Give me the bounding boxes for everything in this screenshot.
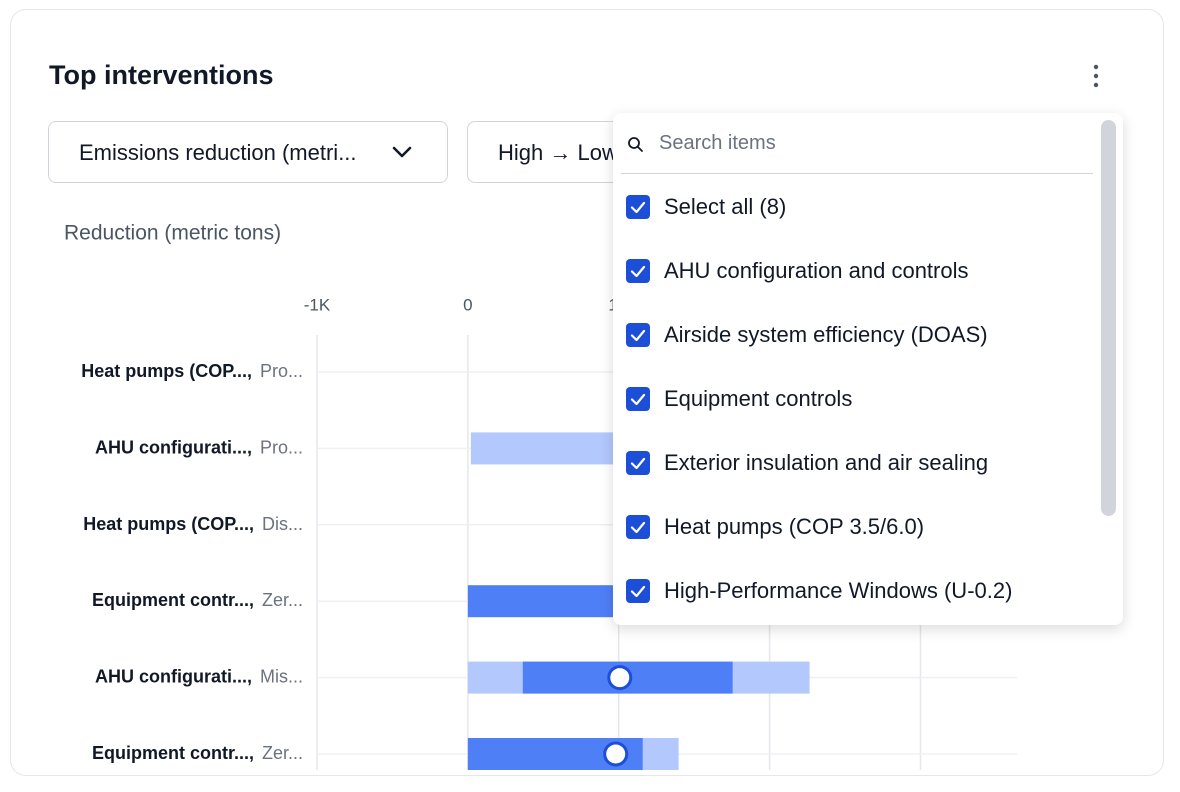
- row-label-name: Equipment contr...,: [92, 590, 254, 610]
- sort-select-label: High → Low: [498, 140, 618, 165]
- x-tick-label: -1K: [304, 295, 331, 314]
- checkbox[interactable]: [626, 451, 650, 475]
- checkbox-label: Heat pumps (COP 3.5/6.0): [664, 514, 925, 539]
- separator: [621, 173, 1093, 174]
- search-input[interactable]: Search items: [659, 132, 776, 154]
- check-icon: [630, 393, 646, 406]
- row-label-name: AHU configurati...,: [95, 437, 252, 457]
- checkbox[interactable]: [626, 323, 650, 347]
- checkbox-label: AHU configuration and controls: [664, 258, 969, 283]
- checkbox-label: Equipment controls: [664, 386, 853, 411]
- row-label: Equipment contr..., Zer...: [92, 590, 303, 610]
- axis-title: Reduction (metric tons): [64, 222, 281, 245]
- metric-select[interactable]: Emissions reduction (metri...: [48, 121, 448, 183]
- row-label-name: Heat pumps (COP...,: [81, 361, 252, 381]
- scrollbar[interactable]: [1101, 120, 1116, 516]
- row-label-sub: Pro...: [260, 437, 303, 457]
- check-icon: [630, 457, 646, 470]
- card-title: Top interventions: [49, 60, 274, 90]
- checkbox[interactable]: [626, 387, 650, 411]
- row-label: AHU configurati..., Mis...: [95, 666, 303, 686]
- check-icon: [630, 329, 646, 342]
- x-tick-label: 0: [463, 295, 472, 314]
- checkbox[interactable]: [626, 259, 650, 283]
- row-label-name: AHU configurati...,: [95, 666, 252, 686]
- checkbox-label: High-Performance Windows (U-0.2): [664, 578, 1013, 603]
- row-label-sub: Zer...: [262, 590, 303, 610]
- point-marker: [603, 741, 629, 767]
- check-icon: [630, 521, 646, 534]
- row-label-name: Heat pumps (COP...,: [83, 514, 254, 534]
- checkbox-label: Airside system efficiency (DOAS): [664, 322, 988, 347]
- checkbox-label: Select all (8): [664, 194, 787, 219]
- row-label-sub: Pro...: [260, 361, 303, 381]
- row-label: Heat pumps (COP..., Pro...: [81, 361, 303, 381]
- point-marker: [607, 665, 633, 691]
- row-label: Heat pumps (COP..., Dis...: [83, 514, 303, 534]
- row-label-sub: Dis...: [262, 514, 303, 534]
- row-label: Equipment contr..., Zer...: [92, 743, 303, 763]
- row-label-name: Equipment contr...,: [92, 743, 254, 763]
- checkbox-label: Exterior insulation and air sealing: [664, 450, 989, 475]
- check-icon: [630, 265, 646, 278]
- check-icon: [630, 201, 646, 214]
- row-label-sub: Mis...: [260, 666, 303, 686]
- row-label-sub: Zer...: [262, 743, 303, 763]
- checkbox[interactable]: [626, 195, 650, 219]
- metric-select-label: Emissions reduction (metri...: [79, 140, 357, 165]
- row-label: AHU configurati..., Pro...: [95, 437, 303, 457]
- filter-dropdown: Search items Select all (8) AHU configura…: [613, 113, 1123, 625]
- checkbox[interactable]: [626, 579, 650, 603]
- checkbox[interactable]: [626, 515, 650, 539]
- check-icon: [630, 585, 646, 598]
- search-icon: [628, 137, 643, 152]
- more-menu[interactable]: [1087, 62, 1105, 90]
- chevron: [392, 146, 412, 158]
